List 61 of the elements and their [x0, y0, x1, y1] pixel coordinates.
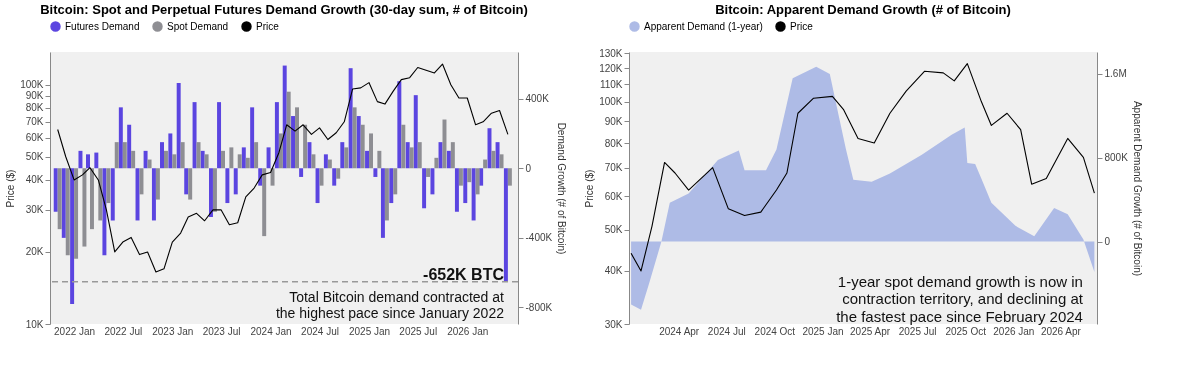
chart-title: Bitcoin: Apparent Demand Growth (# of Bitcoin)	[715, 2, 1011, 17]
y-tick-label: 20K	[25, 246, 44, 258]
y2-tick-label: 400K	[525, 93, 550, 105]
annotation: -652K BTC	[423, 265, 505, 283]
y2-axis-title: Apparent Demand Growth (# of Bitcoin)	[1131, 100, 1143, 277]
annotation: Total Bitcoin demand contracted at the highest pace since January 2022	[275, 289, 505, 322]
y-tick-label: 110K	[599, 78, 623, 90]
x-tick-label: 2022 Jan	[54, 325, 96, 337]
x-tick-label: 2025 Jul	[898, 325, 937, 337]
x-tick-label: 2025 Jan	[802, 325, 844, 337]
y-tick-label: 50K	[604, 224, 623, 236]
y-tick-label: 70K	[25, 116, 44, 128]
y-tick-label: 40K	[25, 174, 44, 186]
y2-tick-label: 0	[525, 162, 532, 174]
annotation: 1-year spot demand growth is now in contraction territory, and declining at the fastest pace since February 2024	[836, 273, 1084, 325]
line-series	[630, 63, 1095, 272]
x-tick-label: 2025 Oct	[945, 325, 987, 337]
y-axis-title: Price ($)	[584, 169, 596, 208]
y-tick-label: 100K	[599, 96, 623, 108]
y-tick-label: 30K	[25, 204, 44, 216]
x-tick-label: 2024 Jul	[301, 325, 339, 337]
x-tick-label: 2025 Jul	[399, 325, 438, 337]
y-tick-label: 80K	[25, 102, 44, 114]
legend-label: Spot Demand	[167, 20, 229, 32]
y-tick-label: 60K	[25, 132, 44, 144]
x-tick-label: 2024 Oct	[754, 325, 796, 337]
x-tick-label: 2022 Jul	[104, 325, 143, 337]
legend-label: Price	[256, 20, 280, 32]
x-tick-label: 2025 Apr	[850, 325, 891, 337]
x-tick-label: 2024 Jan	[250, 325, 292, 337]
y-tick-label: 90K	[25, 90, 44, 102]
y-tick-label: 70K	[604, 162, 623, 174]
y-tick-label: 80K	[604, 137, 623, 149]
chart-title: Bitcoin: Spot and Perpetual Futures Demand Growth (30-day sum, # of Bitcoin)	[40, 2, 528, 17]
y2-tick-label: -800K	[525, 301, 553, 313]
y-axis-title: Price ($)	[5, 169, 17, 208]
x-tick-label: 2026 Apr	[1040, 325, 1082, 337]
y2-tick-label: 1.6M	[1104, 68, 1127, 80]
y-tick-label: 40K	[604, 265, 623, 277]
y2-tick-label: 0	[1104, 236, 1111, 248]
y-tick-label: 30K	[604, 318, 623, 330]
y-tick-label: 10K	[25, 318, 44, 330]
x-tick-label: 2026 Jan	[993, 325, 1035, 337]
x-tick-label: 2025 Jan	[348, 325, 391, 337]
legend-label: Apparent Demand (1-year)	[644, 20, 763, 32]
x-tick-label: 2023 Jan	[152, 325, 194, 337]
y-tick-label: 50K	[25, 151, 44, 163]
x-tick-label: 2024 Apr	[659, 325, 700, 337]
y-tick-label: 90K	[604, 115, 623, 127]
y-tick-label: 100K	[20, 79, 44, 91]
y-tick-label: 120K	[599, 62, 623, 74]
y2-tick-label: 800K	[1104, 152, 1129, 164]
y2-tick-label: -400K	[525, 232, 553, 244]
y-tick-label: 60K	[604, 190, 623, 202]
y2-axis-title: Demand Growth (# of Bitcoin)	[556, 122, 568, 255]
y-tick-label: 130K	[599, 47, 623, 59]
x-tick-label: 2026 Jan	[447, 325, 489, 337]
legend-label: Price	[790, 20, 814, 32]
x-tick-label: 2024 Jul	[707, 325, 746, 337]
legend-label: Futures Demand	[65, 20, 140, 32]
x-tick-label: 2023 Jul	[202, 325, 241, 337]
